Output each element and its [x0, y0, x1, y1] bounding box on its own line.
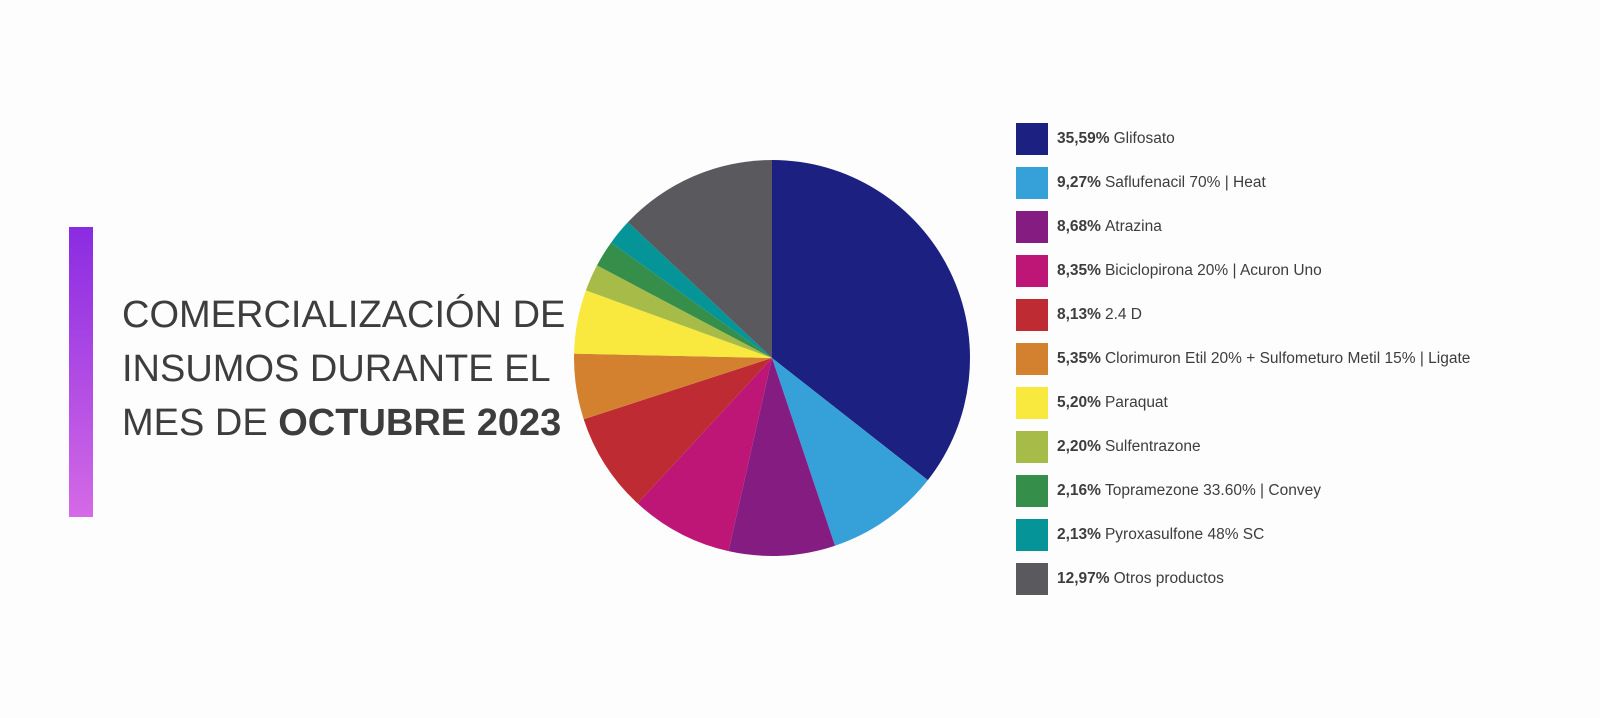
pie-slice-6 — [574, 353, 772, 420]
pie-slice-1 — [772, 160, 970, 481]
legend-product-name: Saflufenacil 70% | Heat — [1104, 174, 1266, 191]
legend-percentage: 5,20% — [1057, 394, 1101, 411]
legend-item-10: 2,13% Pyroxasulfone 48% SC — [1016, 519, 1470, 563]
legend-product-name: Atrazina — [1104, 218, 1162, 235]
legend-label: 8,35% Biciclopirona 20% | Acuron Uno — [1057, 255, 1322, 287]
legend-percentage: 9,27% — [1057, 174, 1101, 191]
legend-label: 8,13% 2.4 D — [1057, 299, 1142, 331]
legend-swatch — [1016, 167, 1048, 199]
legend-product-name: 2.4 D — [1104, 306, 1143, 323]
legend-swatch — [1016, 211, 1048, 243]
pie-slice-5 — [583, 358, 772, 504]
legend-item-5: 8,13% 2.4 D — [1016, 299, 1470, 343]
legend-percentage: 35,59% — [1057, 130, 1110, 147]
legend-swatch — [1016, 431, 1048, 463]
legend-percentage: 2,16% — [1057, 482, 1101, 499]
chart-title: COMERCIALIZACIÓN DE INSUMOS DURANTE EL M… — [122, 288, 566, 450]
pie-slice-10 — [611, 222, 772, 358]
legend-swatch — [1016, 387, 1048, 419]
legend-percentage: 8,13% — [1057, 306, 1101, 323]
legend-label: 12,97% Otros productos — [1057, 563, 1224, 595]
legend-item-11: 12,97% Otros productos — [1016, 563, 1470, 607]
pie-slice-11 — [627, 160, 772, 358]
title-line-3: MES DE OCTUBRE 2023 — [122, 396, 561, 450]
accent-bar — [69, 227, 93, 517]
legend-percentage: 2,13% — [1057, 526, 1101, 543]
legend-percentage: 8,68% — [1057, 218, 1101, 235]
legend-item-6: 5,35% Clorimuron Etil 20% + Sulfometuro M… — [1016, 343, 1470, 387]
legend-label: 5,20% Paraquat — [1057, 387, 1168, 419]
title-line-3-prefix: MES DE — [122, 402, 279, 444]
legend-swatch — [1016, 519, 1048, 551]
legend-swatch — [1016, 299, 1048, 331]
pie-chart — [574, 160, 970, 557]
legend-product-name: Clorimuron Etil 20% + Sulfometuro Metil … — [1104, 350, 1471, 367]
pie-slice-9 — [596, 242, 772, 358]
legend-label: 2,20% Sulfentrazone — [1057, 431, 1201, 463]
legend-percentage: 8,35% — [1057, 262, 1101, 279]
legend-percentage: 12,97% — [1057, 570, 1110, 587]
pie-slice-2 — [772, 358, 928, 546]
legend-item-8: 2,20% Sulfentrazone — [1016, 431, 1470, 475]
legend-product-name: Glifosato — [1113, 130, 1175, 147]
legend-swatch — [1016, 123, 1048, 155]
legend-swatch — [1016, 255, 1048, 287]
legend-swatch — [1016, 563, 1048, 595]
legend-item-7: 5,20% Paraquat — [1016, 387, 1470, 431]
legend-label: 2,13% Pyroxasulfone 48% SC — [1057, 519, 1264, 551]
pie-slice-4 — [637, 358, 772, 552]
legend-item-2: 9,27% Saflufenacil 70% | Heat — [1016, 167, 1470, 211]
legend: 35,59% Glifosato 9,27% Saflufenacil 70% | H… — [1016, 123, 1470, 607]
legend-percentage: 5,35% — [1057, 350, 1101, 367]
legend-product-name: Biciclopirona 20% | Acuron Uno — [1104, 262, 1322, 279]
legend-label: 5,35% Clorimuron Etil 20% + Sulfometuro M… — [1057, 343, 1470, 375]
legend-percentage: 2,20% — [1057, 438, 1101, 455]
legend-item-4: 8,35% Biciclopirona 20% | Acuron Uno — [1016, 255, 1470, 299]
legend-label: 8,68% Atrazina — [1057, 211, 1162, 243]
legend-product-name: Paraquat — [1104, 394, 1168, 411]
legend-product-name: Otros productos — [1113, 570, 1224, 587]
legend-label: 2,16% Topramezone 33.60% | Convey — [1057, 475, 1321, 507]
title-line-1: COMERCIALIZACIÓN DE — [122, 294, 566, 336]
legend-item-9: 2,16% Topramezone 33.60% | Convey — [1016, 475, 1470, 519]
legend-product-name: Topramezone 33.60% | Convey — [1104, 482, 1321, 499]
title-line-3-bold: OCTUBRE 2023 — [278, 402, 562, 444]
legend-product-name: Pyroxasulfone 48% SC — [1104, 526, 1265, 543]
legend-label: 35,59% Glifosato — [1057, 123, 1175, 155]
legend-item-1: 35,59% Glifosato — [1016, 123, 1470, 167]
title-line-2: INSUMOS DURANTE EL — [122, 348, 551, 390]
legend-swatch — [1016, 343, 1048, 375]
legend-product-name: Sulfentrazone — [1104, 438, 1201, 455]
legend-item-3: 8,68% Atrazina — [1016, 211, 1470, 255]
legend-swatch — [1016, 475, 1048, 507]
pie-slice-8 — [585, 265, 772, 358]
pie-slice-7 — [574, 290, 772, 358]
pie-slice-3 — [728, 358, 835, 557]
legend-label: 9,27% Saflufenacil 70% | Heat — [1057, 167, 1266, 199]
